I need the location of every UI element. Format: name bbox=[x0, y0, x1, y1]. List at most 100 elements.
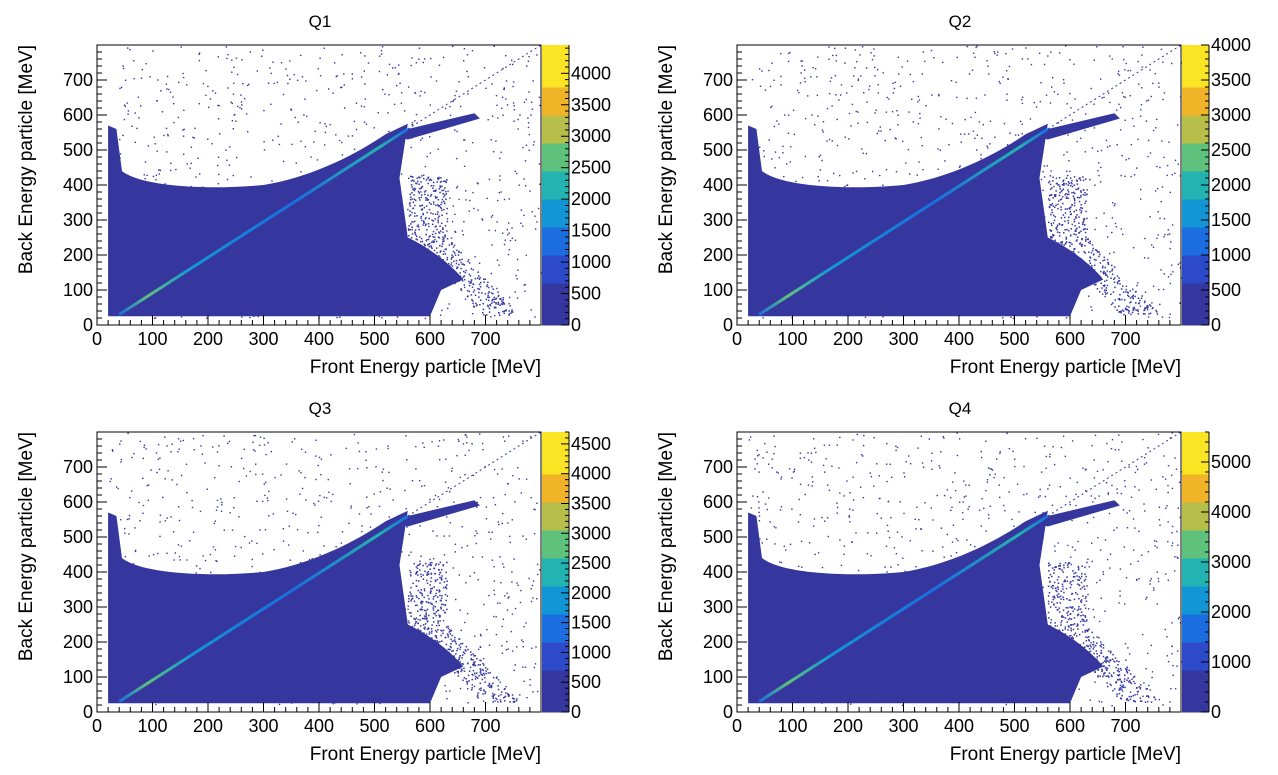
fringe-point bbox=[410, 615, 412, 617]
sparse-point bbox=[177, 116, 179, 119]
fringe-point bbox=[459, 655, 461, 657]
sparse-point bbox=[138, 117, 140, 119]
fringe-point bbox=[461, 669, 463, 672]
fringe-point bbox=[1049, 204, 1051, 206]
sparse-point bbox=[217, 104, 219, 107]
fringe-point bbox=[446, 179, 448, 181]
y-tick-label: 0 bbox=[723, 315, 733, 335]
fringe-point bbox=[484, 278, 487, 280]
sparse-point bbox=[495, 616, 497, 618]
fringe-point bbox=[1078, 268, 1081, 271]
fringe-point bbox=[432, 201, 435, 203]
sparse-point bbox=[139, 520, 141, 522]
fringe-point bbox=[426, 565, 428, 568]
fringe-point bbox=[1135, 302, 1137, 304]
sparse-point bbox=[1109, 55, 1111, 57]
fringe-point bbox=[446, 633, 449, 635]
sparse-point bbox=[522, 440, 524, 442]
fringe-point bbox=[1074, 225, 1076, 227]
fringe-point bbox=[1058, 244, 1060, 246]
sparse-point bbox=[782, 152, 784, 154]
fringe-point bbox=[495, 302, 497, 304]
sparse-point bbox=[452, 100, 454, 103]
sparse-point bbox=[195, 572, 197, 574]
sparse-point bbox=[919, 117, 921, 119]
fringe-point bbox=[478, 275, 480, 277]
sparse-point bbox=[133, 77, 135, 80]
fringe-point bbox=[477, 664, 480, 666]
sparse-point bbox=[388, 130, 390, 133]
fringe-point bbox=[421, 208, 424, 210]
sparse-point bbox=[179, 440, 182, 442]
x-axis-label: Front Energy particle [MeV] bbox=[950, 357, 1181, 378]
sparse-point bbox=[786, 163, 788, 165]
sparse-point bbox=[491, 559, 494, 561]
sparse-point bbox=[355, 128, 358, 131]
sparse-point bbox=[243, 448, 245, 451]
fringe-point bbox=[1133, 306, 1135, 309]
sparse-point bbox=[373, 493, 375, 495]
fringe-point bbox=[488, 682, 491, 685]
sparse-point bbox=[764, 89, 767, 91]
fringe-point bbox=[429, 645, 432, 647]
sparse-point bbox=[311, 558, 313, 560]
fringe-point bbox=[426, 608, 429, 611]
sparse-point bbox=[1137, 468, 1139, 471]
sparse-point bbox=[147, 145, 150, 147]
fringe-point bbox=[1124, 308, 1127, 310]
sparse-point bbox=[986, 481, 989, 483]
fringe-point bbox=[1073, 210, 1075, 213]
sparse-point bbox=[502, 67, 504, 70]
fringe-point bbox=[451, 634, 453, 637]
sparse-point bbox=[410, 551, 412, 553]
sparse-point bbox=[826, 180, 829, 182]
fringe-point bbox=[439, 576, 441, 579]
sparse-point bbox=[948, 144, 950, 146]
sparse-point bbox=[473, 572, 476, 574]
fringe-point bbox=[449, 268, 452, 271]
sparse-point bbox=[143, 174, 145, 176]
sparse-point bbox=[522, 225, 524, 227]
fringe-point bbox=[1053, 219, 1056, 222]
fringe-point bbox=[470, 268, 473, 270]
sparse-point bbox=[1095, 217, 1098, 219]
fringe-point bbox=[425, 642, 428, 645]
sparse-point bbox=[460, 629, 462, 631]
sparse-point bbox=[1050, 237, 1052, 239]
sparse-point bbox=[522, 666, 524, 668]
sparse-point bbox=[507, 648, 509, 650]
fringe-point bbox=[486, 314, 488, 316]
sparse-point bbox=[1113, 204, 1116, 207]
sparse-point bbox=[365, 459, 367, 462]
fringe-point bbox=[1078, 257, 1080, 260]
colorbar-tick-label: 2000 bbox=[571, 189, 611, 209]
sparse-point bbox=[1051, 237, 1053, 239]
fringe-point bbox=[434, 213, 437, 215]
sparse-point bbox=[920, 435, 922, 437]
sparse-point bbox=[491, 244, 493, 246]
sparse-point bbox=[523, 178, 525, 180]
sparse-point bbox=[182, 76, 185, 79]
sparse-point bbox=[864, 316, 867, 318]
fringe-point bbox=[408, 225, 410, 227]
fringe-point bbox=[439, 620, 441, 622]
sparse-point bbox=[759, 538, 761, 540]
fringe-point bbox=[446, 584, 448, 586]
sparse-point bbox=[1152, 285, 1155, 287]
sparse-point bbox=[1117, 73, 1119, 75]
sparse-point bbox=[533, 141, 535, 143]
fringe-point bbox=[428, 179, 431, 182]
sparse-point bbox=[508, 435, 510, 437]
sparse-point bbox=[486, 629, 488, 631]
fringe-point bbox=[461, 657, 463, 659]
sparse-point bbox=[831, 105, 833, 107]
sparse-point bbox=[886, 480, 888, 483]
fringe-point bbox=[443, 240, 445, 242]
colorbar-tick-label: 1500 bbox=[1211, 210, 1251, 230]
sparse-point bbox=[1156, 118, 1158, 121]
fringe-point bbox=[477, 677, 479, 679]
sparse-point bbox=[257, 315, 259, 318]
sparse-point bbox=[1162, 288, 1165, 291]
fringe-point bbox=[1119, 299, 1121, 301]
